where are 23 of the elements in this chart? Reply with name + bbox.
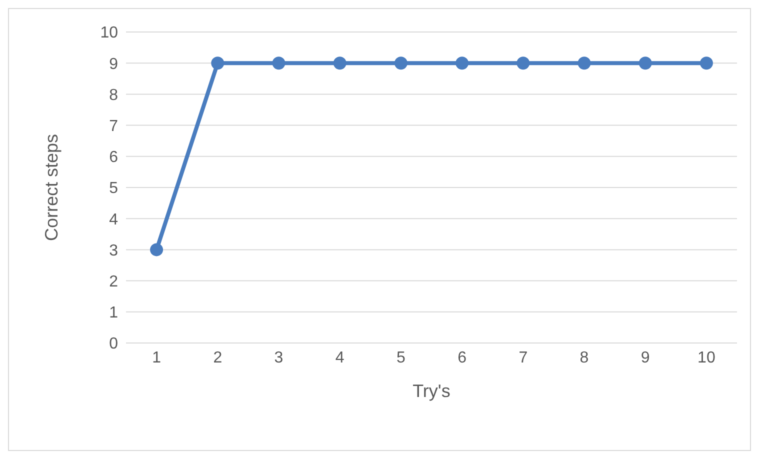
x-tick-label: 6 xyxy=(458,349,467,366)
x-tick-label: 1 xyxy=(152,349,162,366)
y-tick-label: 1 xyxy=(109,304,118,322)
x-tick-label: 3 xyxy=(274,349,284,366)
y-tick-label: 0 xyxy=(109,336,118,353)
x-tick-label: 4 xyxy=(335,349,344,366)
x-tick-label: 2 xyxy=(213,349,222,366)
x-tick-label: 10 xyxy=(698,349,716,366)
y-tick-label: 5 xyxy=(109,180,118,198)
y-tick-label: 6 xyxy=(109,149,118,166)
y-tick-label: 2 xyxy=(109,273,118,290)
y-tick-label: 8 xyxy=(109,86,118,104)
x-tick-label: 7 xyxy=(518,349,528,366)
y-tick-label: 9 xyxy=(109,56,118,73)
y-axis-title: Correct steps xyxy=(41,134,62,242)
x-axis-title: Try's xyxy=(412,381,450,401)
y-tick-label: 7 xyxy=(109,118,118,135)
y-tick-label: 4 xyxy=(109,211,118,228)
x-tick-label: 8 xyxy=(580,349,589,366)
x-tick-label: 9 xyxy=(640,349,650,366)
y-tick-label: 10 xyxy=(100,24,118,42)
x-tick-label: 5 xyxy=(396,349,406,366)
y-tick-label: 3 xyxy=(109,242,118,260)
